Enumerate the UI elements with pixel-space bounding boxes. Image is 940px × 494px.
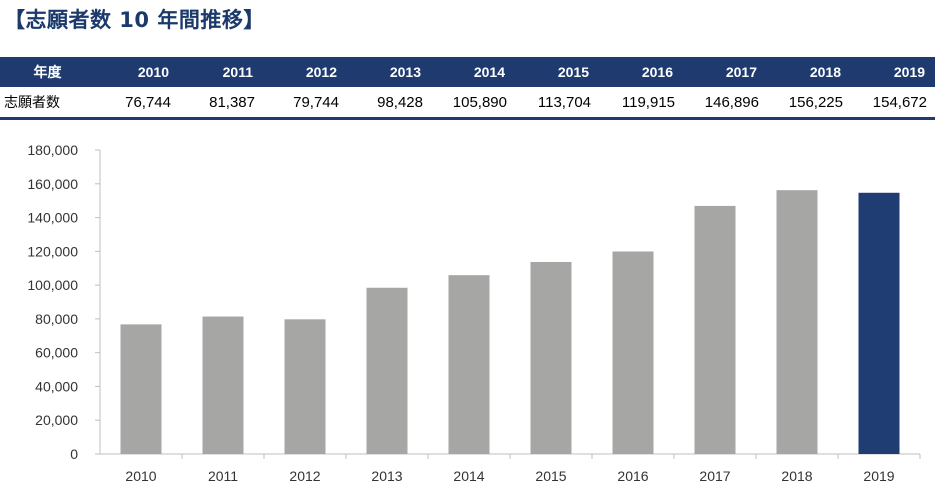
y-tick-label: 60,000: [35, 345, 78, 361]
bar-2017: [694, 205, 736, 454]
bar-2016: [612, 251, 654, 454]
x-axis: 2010 2011 2012 2013 2014 2015 2016 2017 2018 2019: [100, 453, 921, 484]
page-title: 【志願者数 10 年間推移】: [4, 8, 265, 32]
x-tick-label: 2016: [617, 468, 648, 484]
y-tick-label: 40,000: [35, 378, 78, 394]
x-tick-label: 2018: [781, 468, 812, 484]
bar-2013: [366, 287, 408, 454]
x-tick-label: 2011: [208, 468, 238, 484]
table-cell-value: 154,672: [851, 87, 935, 120]
table-header-year: 2013: [347, 57, 431, 87]
y-tick-label: 120,000: [27, 243, 78, 259]
bar-2011: [202, 316, 244, 454]
bar-2012: [284, 319, 326, 454]
bar-2010: [120, 324, 162, 454]
table-header-year: 2018: [767, 57, 851, 87]
bar-2019: [858, 192, 900, 454]
bar-2015: [530, 261, 572, 454]
table-cell-value: 156,225: [767, 87, 851, 120]
y-tick-label: 140,000: [27, 210, 78, 226]
x-tick-label: 2010: [125, 468, 156, 484]
table-header-row: 年度 2010 2011 2012 2013 2014 2015 2016 20…: [0, 57, 935, 87]
x-tick-label: 2013: [371, 468, 402, 484]
table-cell-value: 105,890: [431, 87, 515, 120]
table-header-year: 2015: [515, 57, 599, 87]
table-cell-value: 119,915: [599, 87, 683, 120]
table-header-year: 2014: [431, 57, 515, 87]
table-header-label: 年度: [0, 57, 95, 87]
table-row: 志願者数 76,744 81,387 79,744 98,428 105,890…: [0, 87, 935, 120]
applicants-table: 年度 2010 2011 2012 2013 2014 2015 2016 20…: [0, 57, 935, 120]
table-cell-value: 113,704: [515, 87, 599, 120]
table-header-year: 2012: [263, 57, 347, 87]
x-tick-label: 2012: [289, 468, 320, 484]
table-cell-value: 146,896: [683, 87, 767, 120]
y-tick-label: 180,000: [27, 142, 78, 158]
table-cell-value: 98,428: [347, 87, 431, 120]
x-tick-label: 2015: [535, 468, 566, 484]
bar-chart: 0 20,000 40,000 60,000 80,000 100,000 120,000 1…: [27, 142, 921, 484]
table-cell-value: 81,387: [179, 87, 263, 120]
y-tick-label: 80,000: [35, 311, 78, 327]
table-header-year: 2017: [683, 57, 767, 87]
bar-2014: [448, 275, 490, 454]
y-tick-label: 20,000: [35, 412, 78, 428]
bars-group: [120, 190, 900, 455]
y-tick-label: 100,000: [27, 277, 78, 293]
table-header-year: 2011: [179, 57, 263, 87]
table-cell-value: 76,744: [95, 87, 179, 120]
bar-2018: [776, 190, 818, 455]
y-axis: 0 20,000 40,000 60,000 80,000 100,000 120,000 1…: [27, 142, 101, 462]
x-tick-label: 2017: [699, 468, 730, 484]
y-tick-label: 0: [70, 446, 78, 462]
table-header-year: 2019: [851, 57, 935, 87]
x-tick-label: 2019: [863, 468, 894, 484]
table-row-label: 志願者数: [0, 87, 95, 120]
table-header-year: 2016: [599, 57, 683, 87]
x-tick-label: 2014: [453, 468, 484, 484]
table-cell-value: 79,744: [263, 87, 347, 120]
y-tick-label: 160,000: [27, 176, 78, 192]
table-header-year: 2010: [95, 57, 179, 87]
